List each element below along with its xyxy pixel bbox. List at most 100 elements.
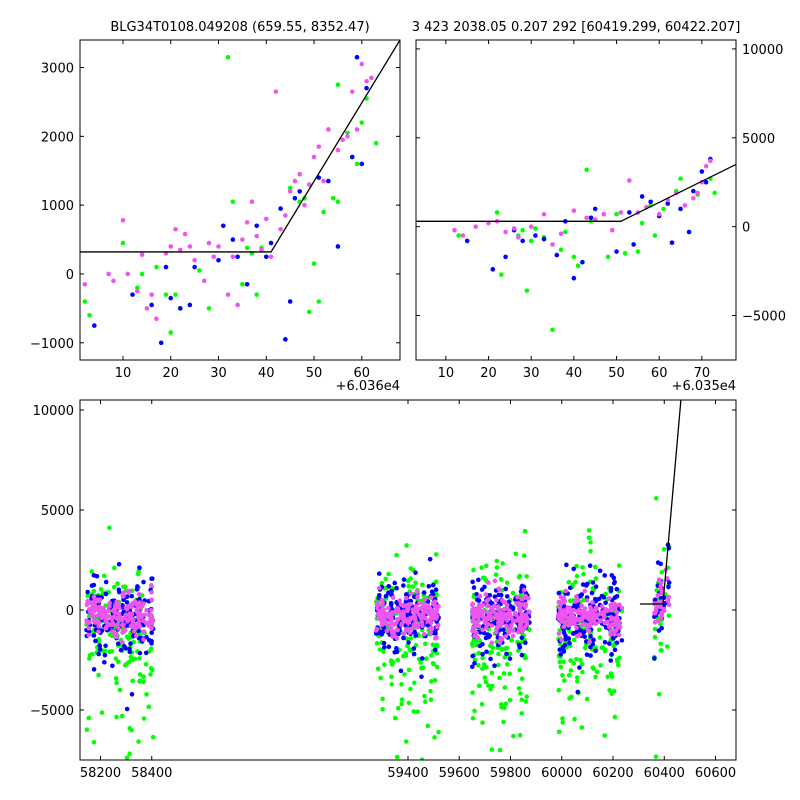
data-point-green xyxy=(117,687,123,693)
data-point-pink xyxy=(588,612,594,618)
x-tick-label: 40 xyxy=(258,366,275,381)
data-point-pink xyxy=(102,608,107,614)
data-point-blue xyxy=(326,178,331,184)
data-point-blue xyxy=(584,652,590,657)
data-point-pink xyxy=(99,615,104,621)
data-point-pink xyxy=(516,235,521,240)
data-point-blue xyxy=(699,169,705,174)
data-point-green xyxy=(115,659,121,665)
data-point-blue xyxy=(115,641,121,647)
data-point-blue xyxy=(476,577,481,583)
data-point-green xyxy=(127,751,132,756)
data-point-green xyxy=(605,254,611,260)
data-point-pink xyxy=(96,624,101,629)
data-point-green xyxy=(494,558,500,564)
data-point-pink xyxy=(397,598,403,603)
data-point-green xyxy=(359,120,365,125)
data-point-pink xyxy=(473,224,479,229)
data-point-green xyxy=(316,299,322,304)
data-point-pink xyxy=(498,610,504,616)
data-point-green xyxy=(609,674,615,679)
data-point-pink xyxy=(84,602,90,608)
data-point-blue xyxy=(480,651,485,657)
data-point-blue xyxy=(614,593,620,599)
data-point-blue xyxy=(588,644,593,650)
data-point-green xyxy=(516,648,521,653)
data-point-pink xyxy=(528,224,534,229)
data-point-pink xyxy=(488,616,493,622)
data-point-blue xyxy=(354,54,360,60)
data-point-blue xyxy=(141,579,146,585)
data-point-green xyxy=(507,697,513,703)
data-point-pink xyxy=(89,605,95,611)
data-point-pink xyxy=(254,233,260,239)
data-point-green xyxy=(412,680,417,686)
x-tick-label: 60200 xyxy=(592,766,633,781)
x-offset-label: +6.036e4 xyxy=(336,379,400,394)
y-tick-label: −5000 xyxy=(30,704,74,719)
data-point-pink xyxy=(87,609,93,615)
data-point-pink xyxy=(559,637,564,643)
data-point-blue xyxy=(392,649,398,655)
data-point-pink xyxy=(126,589,131,595)
data-point-blue xyxy=(558,652,564,657)
data-point-blue xyxy=(177,306,183,311)
data-point-blue xyxy=(560,645,566,651)
x-tick-label: 59600 xyxy=(439,766,480,781)
data-point-green xyxy=(480,666,485,671)
data-point-pink xyxy=(432,599,438,604)
data-point-pink xyxy=(411,613,417,618)
data-point-green xyxy=(592,564,598,570)
data-point-pink xyxy=(95,613,100,619)
data-point-pink xyxy=(652,619,658,625)
data-point-pink xyxy=(130,619,136,624)
data-point-green xyxy=(408,576,413,581)
data-point-blue xyxy=(143,650,149,656)
data-point-pink xyxy=(574,625,579,631)
data-point-green xyxy=(127,725,133,731)
data-point-pink xyxy=(508,622,514,628)
data-point-pink xyxy=(137,600,142,605)
data-point-green xyxy=(521,553,527,558)
data-point-green xyxy=(501,671,507,676)
data-point-green xyxy=(566,672,572,678)
data-point-blue xyxy=(137,565,142,571)
data-point-pink xyxy=(418,616,424,621)
data-point-pink xyxy=(588,605,593,610)
data-point-blue xyxy=(602,639,608,645)
data-point-green xyxy=(408,566,414,571)
data-point-green xyxy=(109,649,115,654)
data-point-blue xyxy=(116,561,122,567)
data-point-pink xyxy=(485,604,490,609)
data-point-green xyxy=(379,580,385,586)
data-point-pink xyxy=(268,254,274,260)
data-point-blue xyxy=(484,649,489,655)
data-point-pink xyxy=(139,604,145,609)
data-point-green xyxy=(659,569,665,575)
data-point-green xyxy=(653,495,659,501)
data-point-blue xyxy=(614,586,620,592)
data-point-green xyxy=(82,299,88,304)
data-point-green xyxy=(568,658,573,663)
data-point-green xyxy=(616,563,622,568)
data-point-pink xyxy=(149,292,154,297)
data-point-green xyxy=(586,535,592,541)
data-point-pink xyxy=(403,595,409,601)
data-point-green xyxy=(652,634,658,640)
data-point-blue xyxy=(490,267,496,272)
data-point-blue xyxy=(382,645,387,650)
data-point-green xyxy=(519,795,524,800)
data-point-green xyxy=(593,645,599,650)
data-point-green xyxy=(494,565,500,570)
data-point-blue xyxy=(149,641,154,646)
data-point-green xyxy=(124,755,130,760)
data-point-pink xyxy=(708,158,713,164)
data-point-blue xyxy=(488,656,493,662)
data-point-blue xyxy=(556,590,562,596)
data-point-pink xyxy=(399,622,404,627)
data-point-pink xyxy=(91,594,97,600)
data-point-green xyxy=(119,713,125,719)
data-point-green xyxy=(148,666,154,671)
data-point-green xyxy=(102,648,107,654)
data-point-pink xyxy=(474,630,479,635)
